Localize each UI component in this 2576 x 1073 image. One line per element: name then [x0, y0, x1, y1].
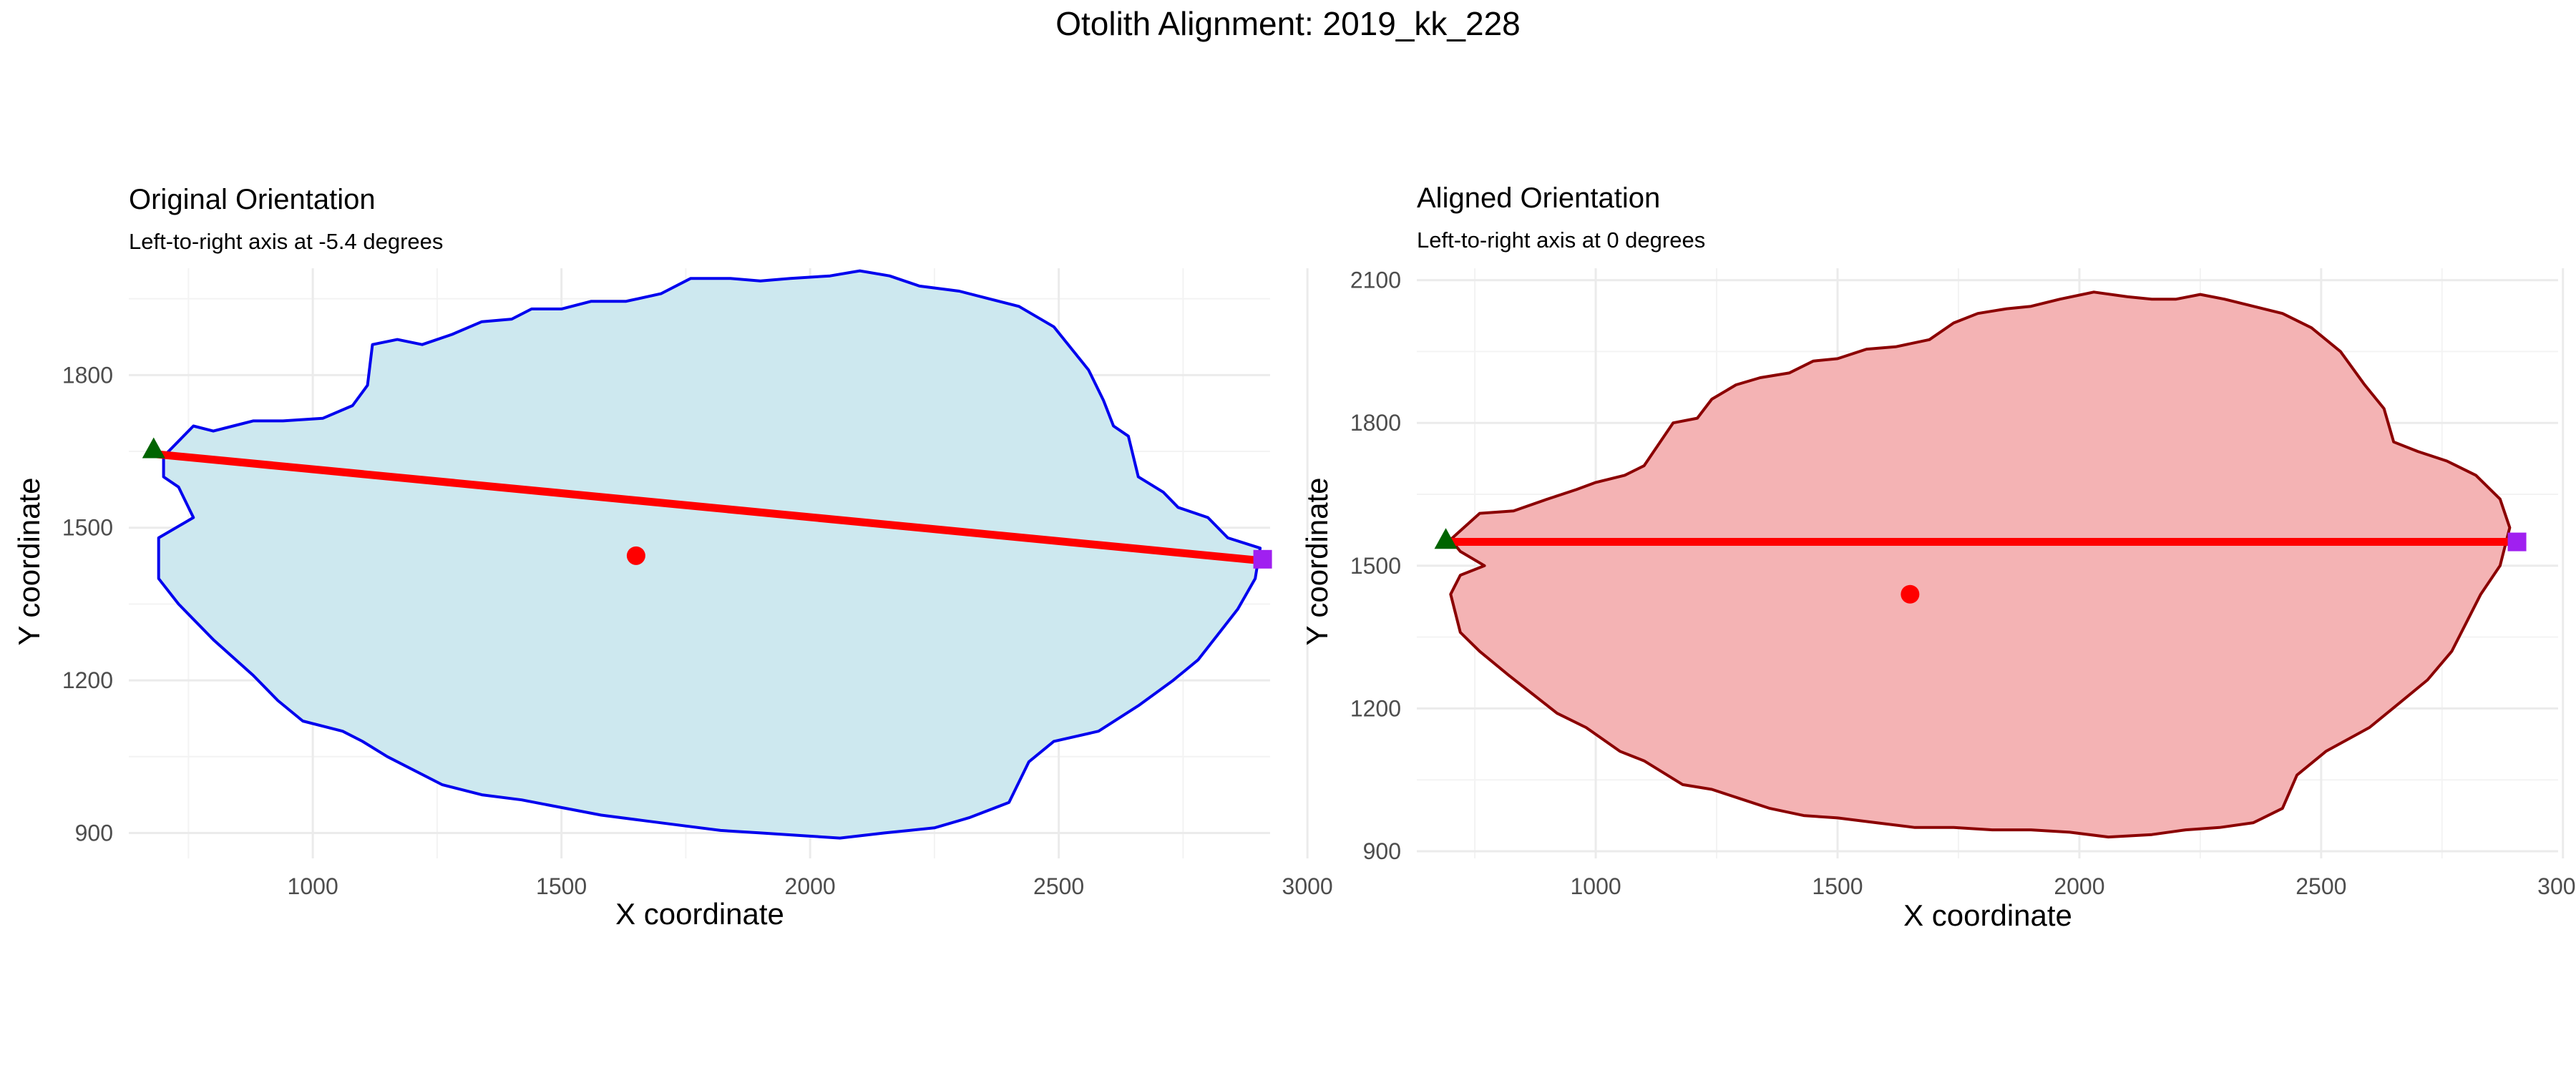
area-layer	[157, 269, 1262, 840]
axis-line	[153, 450, 1264, 565]
x-tick-label: 1500	[536, 873, 587, 899]
x-tick-label: 2500	[1033, 873, 1084, 899]
area-layer	[1449, 290, 2512, 839]
y-tick-label: 1200	[62, 667, 113, 693]
x-tick-label: 2500	[2296, 873, 2346, 899]
right-point-marker	[1253, 549, 1272, 569]
x-axis-title: X coordinate	[615, 897, 784, 931]
y-axis-title: Y coordinate	[1300, 477, 1334, 645]
y-tick-label: 1500	[1350, 553, 1401, 579]
ticks-layer: 1000 1500 2000 2500 3000 900 1200 1500 1800	[62, 362, 1333, 899]
centroid-point	[1901, 584, 1920, 604]
y-tick-label: 900	[75, 820, 113, 846]
y-tick-label: 2100	[1350, 268, 1401, 293]
y-tick-label: 1500	[62, 515, 113, 541]
panel-subtitle: Left-to-right axis at 0 degrees	[1417, 227, 1705, 253]
chart-panel-aligned: Aligned Orientation Left-to-right axis a…	[1300, 182, 2576, 932]
x-tick-label: 2000	[785, 873, 836, 899]
otolith-outline	[157, 269, 1262, 840]
marks-layer	[1434, 528, 2527, 604]
x-tick-label: 1500	[1812, 873, 1863, 899]
y-tick-label: 1800	[62, 362, 113, 388]
panel-subtitle: Left-to-right axis at -5.4 degrees	[129, 229, 443, 254]
x-tick-label: 2000	[2054, 873, 2104, 899]
x-tick-label: 1000	[288, 873, 338, 899]
panel-title: Original Orientation	[129, 184, 376, 215]
x-tick-label: 1000	[1570, 873, 1621, 899]
left-point-marker	[142, 437, 165, 459]
x-tick-label: 3000	[1282, 873, 1333, 899]
ticks-layer: 1000 1500 2000 2500 3000 900 1200 1500 1800 2100	[1350, 268, 2576, 899]
figure-title: Otolith Alignment: 2019_kk_228	[1055, 5, 1521, 42]
otolith-outline	[1449, 290, 2512, 839]
y-tick-label: 1200	[1350, 695, 1401, 721]
panel-title: Aligned Orientation	[1417, 182, 1660, 214]
centroid-point	[626, 546, 645, 565]
y-axis-title: Y coordinate	[12, 477, 46, 645]
marks-layer	[142, 437, 1272, 569]
y-tick-label: 900	[1363, 838, 1401, 864]
left-point-marker	[1434, 528, 1458, 549]
right-point-marker	[2507, 532, 2527, 552]
x-axis-title: X coordinate	[1903, 898, 2072, 932]
y-tick-label: 1800	[1350, 410, 1401, 436]
x-tick-label: 3000	[2537, 873, 2576, 899]
chart-panel-original: Original Orientation Left-to-right axis …	[12, 184, 1333, 931]
